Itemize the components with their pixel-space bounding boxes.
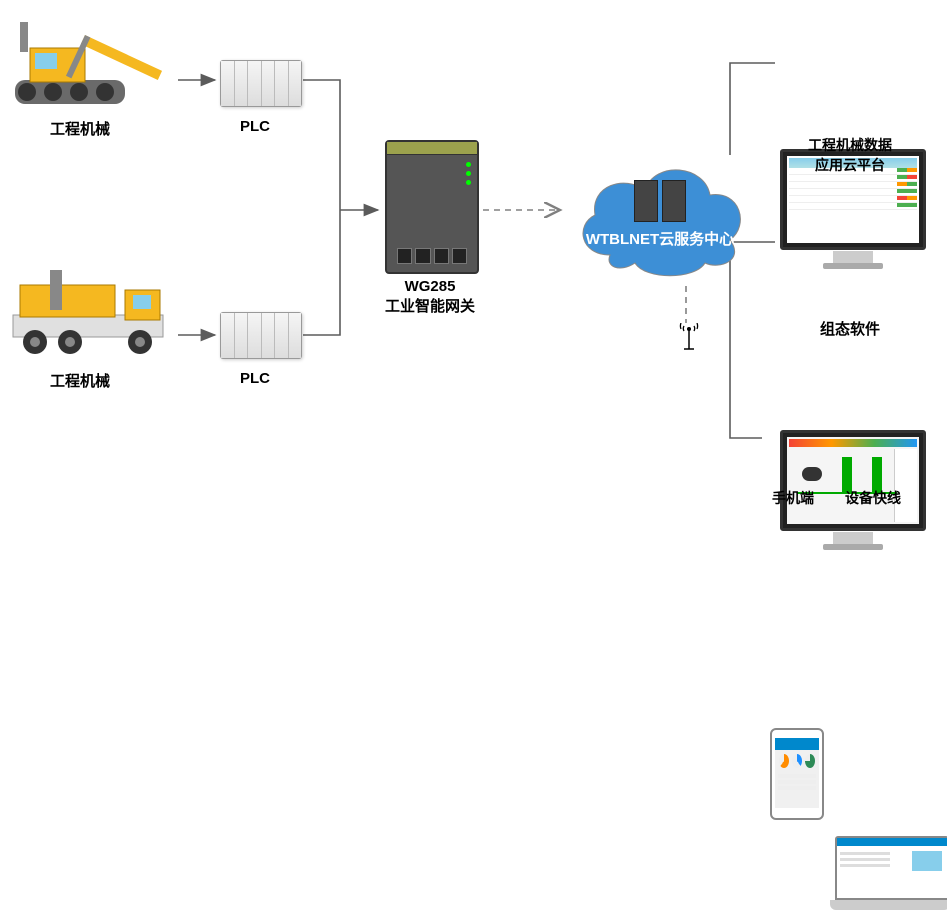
monitor2: [780, 430, 926, 531]
monitor2-label: 组态软件: [820, 318, 880, 339]
monitor1-label-line1: 工程机械数据: [808, 137, 892, 153]
cloud: WTBLNET云服务中心: [565, 145, 755, 285]
gateway-label-line1: WG285: [405, 278, 456, 295]
gateway: [385, 140, 479, 274]
laptop-label: 设备快线: [845, 488, 901, 508]
plc1: [220, 60, 302, 107]
antenna-icon: [678, 323, 700, 359]
line-plc2-bus: [303, 210, 340, 335]
monitor1-label-line2: 应用云平台: [815, 157, 885, 173]
phone-label: 手机端: [772, 488, 814, 508]
machine1: [5, 10, 175, 110]
plc1-label: PLC: [240, 118, 270, 135]
machine2-label: 工程机械: [50, 370, 110, 391]
phone: [770, 728, 824, 820]
cloud-servers-icon: [634, 180, 686, 222]
line-right-mon1: [730, 63, 775, 155]
gateway-label: WG285 工业智能网关: [370, 278, 490, 316]
machine2: [5, 260, 175, 360]
laptop: [835, 836, 945, 906]
monitor1-label: 工程机械数据 应用云平台: [770, 135, 930, 175]
cloud-label: WTBLNET云服务中心: [565, 228, 755, 249]
machine1-label: 工程机械: [50, 118, 110, 139]
plc2-label: PLC: [240, 370, 270, 387]
gateway-label-line2: 工业智能网关: [385, 298, 475, 315]
line-plc1-bus: [303, 80, 340, 210]
plc2: [220, 312, 302, 359]
